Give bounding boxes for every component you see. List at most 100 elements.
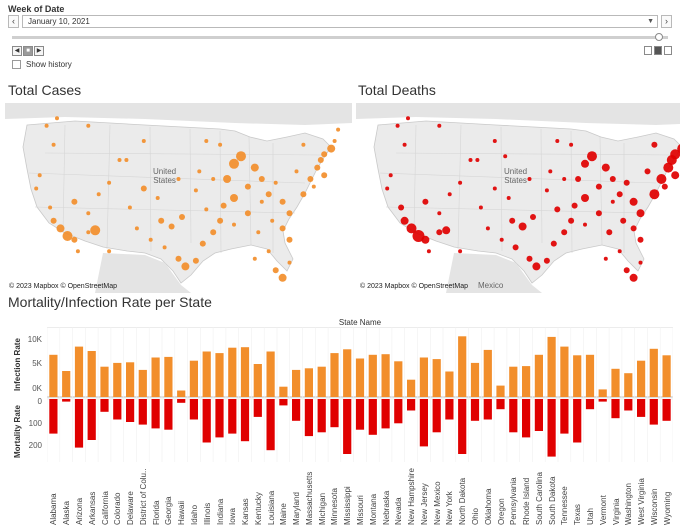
infection-bar <box>164 356 173 397</box>
state-label: Nevada <box>394 497 404 525</box>
map-point <box>670 149 680 160</box>
map-point <box>671 171 680 180</box>
map-point <box>244 183 251 190</box>
state-border <box>385 206 647 214</box>
deaths-map-canvas <box>356 103 680 293</box>
mortality-bar <box>662 399 671 421</box>
step-back-icon[interactable]: ◀ <box>12 46 22 56</box>
state-label: Missouri <box>356 495 365 525</box>
map-point <box>436 229 443 236</box>
state-border <box>413 124 417 234</box>
infection-bar <box>368 354 377 398</box>
state-label: Wyoming <box>662 491 672 525</box>
map-point <box>55 116 59 121</box>
cases-map[interactable]: United States © 2023 Mapbox © OpenStreetM… <box>5 103 352 293</box>
infection-bar <box>419 357 428 397</box>
infection-bar <box>177 390 186 397</box>
week-dropdown[interactable]: January 10, 2021 ▼ <box>22 15 658 28</box>
mortality-bar <box>228 399 237 434</box>
infection-bar <box>534 354 543 398</box>
infection-bar <box>445 371 454 397</box>
mortality-bar <box>126 399 135 422</box>
map-point <box>301 142 306 147</box>
map-point <box>179 214 185 220</box>
map-point <box>437 123 442 128</box>
infection-bar <box>228 347 237 397</box>
week-slider-track[interactable] <box>12 36 668 39</box>
map-point <box>475 158 480 162</box>
map-point <box>332 139 337 143</box>
map-point <box>532 262 541 271</box>
map-point <box>229 158 239 169</box>
map-point <box>651 141 658 148</box>
state-label: Ohio <box>471 508 480 525</box>
infection-bar <box>394 361 403 398</box>
map-point <box>71 198 78 205</box>
map-point <box>287 260 292 265</box>
state-label: Wisconsin <box>649 488 659 525</box>
map-point <box>134 226 139 231</box>
mortality-bar <box>432 399 441 433</box>
map-point <box>75 249 80 254</box>
state-label: Kansas <box>241 498 250 525</box>
map-point <box>571 202 578 209</box>
map-point <box>141 139 146 143</box>
infection-bar <box>240 347 250 397</box>
speed-slow-icon[interactable] <box>644 46 652 55</box>
map-point <box>610 199 615 204</box>
map-point <box>518 222 527 231</box>
state-label: Maryland <box>292 492 302 525</box>
state-label: Arkansas <box>87 491 97 525</box>
map-point <box>193 188 198 193</box>
mortality-bar <box>202 399 211 443</box>
map-point <box>512 244 519 251</box>
map-point <box>400 216 409 225</box>
canada-landmass <box>5 103 352 125</box>
state-label: Indiana <box>215 498 225 525</box>
deaths-map[interactable]: United States Mexico © 2023 Mapbox © Open… <box>356 103 680 293</box>
map-point <box>442 226 451 235</box>
map-point <box>307 176 314 182</box>
state-label: Oklahoma <box>483 488 493 525</box>
infection-bar <box>355 358 365 397</box>
week-slider-handle[interactable] <box>655 33 663 41</box>
infection-bar <box>279 386 288 397</box>
map-point <box>286 236 293 243</box>
mexico-label: Mexico <box>478 281 504 290</box>
speed-medium-icon[interactable] <box>654 46 662 55</box>
show-history-checkbox[interactable] <box>12 60 21 69</box>
map-point <box>421 235 430 244</box>
map-point <box>140 185 147 192</box>
play-icon[interactable]: ▶ <box>34 46 44 56</box>
map-point <box>321 151 328 158</box>
map-point <box>107 180 112 185</box>
us-landmass <box>373 120 680 284</box>
show-history-control[interactable]: Show history <box>12 60 72 69</box>
state-border <box>149 126 152 252</box>
map-point <box>478 205 483 210</box>
next-week-button[interactable]: › <box>661 15 672 28</box>
speed-fast-icon[interactable] <box>664 46 672 55</box>
map-point <box>388 173 393 178</box>
mortality-bar <box>151 399 160 429</box>
mortality-bar <box>62 399 71 402</box>
state-label: North Dakota <box>458 477 468 525</box>
map-point <box>527 177 532 181</box>
map-point <box>530 214 536 220</box>
map-point <box>117 158 122 162</box>
mortality-bar <box>573 399 582 443</box>
previous-week-button[interactable]: ‹ <box>8 15 19 28</box>
map-point <box>168 223 175 230</box>
infection-bar <box>522 366 531 397</box>
map-point <box>90 225 101 236</box>
map-point <box>96 192 101 197</box>
map-point <box>230 194 238 202</box>
map-point <box>644 168 651 175</box>
mortality-bar <box>470 399 480 421</box>
map-credit: © 2023 Mapbox © OpenStreetMap <box>360 283 468 290</box>
mortality-tick: 0 <box>37 397 42 406</box>
map-point <box>595 210 602 217</box>
infection-tick: 5K <box>32 359 42 368</box>
stop-icon[interactable]: ■ <box>23 46 33 56</box>
map-point <box>561 229 568 236</box>
